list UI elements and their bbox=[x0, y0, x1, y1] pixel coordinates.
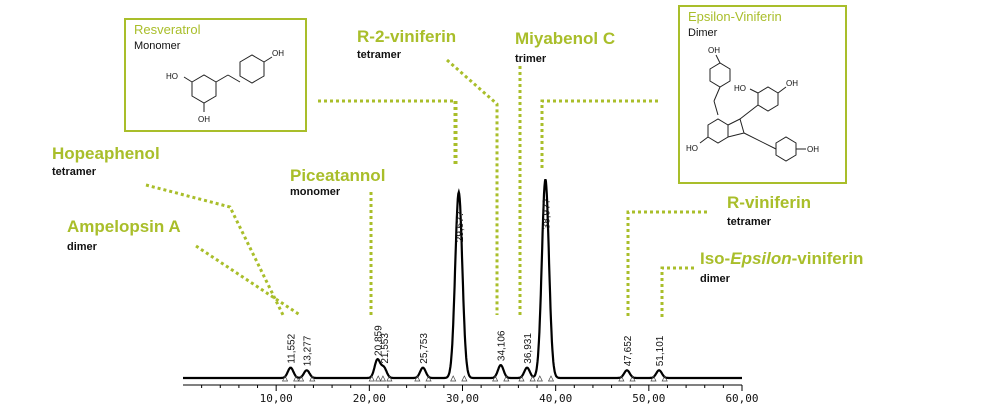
epsilon-italic: Epsilon bbox=[730, 249, 792, 268]
peak-label-3: 21,553 bbox=[380, 333, 391, 364]
peak-label-4: 25,753 bbox=[419, 333, 430, 364]
peak-8-marker-0 bbox=[536, 375, 543, 382]
chromatogram-trace bbox=[183, 179, 742, 380]
peak-6-marker-1 bbox=[503, 375, 510, 382]
peak-1-marker-0 bbox=[298, 375, 305, 382]
epsilon-viniferin-box-title: Epsilon-Viniferin bbox=[688, 9, 782, 24]
peak-label-0: 11,552 bbox=[287, 333, 298, 363]
epsilon-oh-3: OH bbox=[807, 145, 819, 154]
x-axis: 10,00 20,00 30,00 40,00 50,00 60,00 bbox=[183, 384, 759, 405]
type-piceatannol: monomer bbox=[290, 186, 341, 198]
type-hopeaphenol: tetramer bbox=[52, 166, 97, 178]
leader-hopeaphenol bbox=[145, 183, 285, 316]
trace-layer bbox=[183, 179, 742, 382]
peak-7-marker-1 bbox=[529, 375, 536, 382]
resveratrol-structure-box: Resveratrol Monomer OH HO OH bbox=[124, 18, 307, 132]
peak-label-7: 36,931 bbox=[523, 333, 534, 364]
x-tick-label-5: 60,00 bbox=[725, 392, 758, 405]
label-piceatannol: Piceatannol bbox=[290, 166, 386, 185]
peak-label-2: 20,859 bbox=[373, 325, 384, 356]
peak-4-marker-1 bbox=[425, 375, 432, 382]
peak-label-9: 47,652 bbox=[623, 335, 634, 366]
epsilon-viniferin-box-type: Dimer bbox=[688, 27, 718, 39]
epsilon-ho-2: HO bbox=[686, 144, 698, 153]
label-ampelopsin-a: Ampelopsin A bbox=[67, 217, 181, 236]
leader-lines bbox=[145, 58, 707, 320]
x-tick-label-2: 30,00 bbox=[446, 392, 479, 405]
type-r-viniferin: tetramer bbox=[727, 216, 772, 228]
leader-epsilon-viniferin bbox=[540, 99, 658, 170]
peak-9-marker-1 bbox=[629, 375, 636, 382]
peak-10-marker-1 bbox=[661, 375, 668, 382]
peak-1-marker-1 bbox=[309, 375, 316, 382]
label-r2-viniferin: R-2-viniferin bbox=[357, 27, 457, 46]
label-miyabenol-c: Miyabenol C bbox=[515, 29, 616, 48]
type-r2-viniferin: tetramer bbox=[357, 49, 402, 61]
epsilon-oh-2: OH bbox=[786, 79, 798, 88]
peak-5-marker-0 bbox=[450, 375, 457, 382]
label-hopeaphenol: Hopeaphenol bbox=[52, 144, 160, 163]
x-tick-label-3: 40,00 bbox=[539, 392, 572, 405]
iso-prefix: Iso- bbox=[700, 249, 731, 268]
type-iso-epsilon-viniferin: dimer bbox=[700, 273, 730, 285]
peak-3-marker-1 bbox=[386, 375, 393, 382]
resveratrol-ho: HO bbox=[166, 72, 178, 81]
resveratrol-box-title: Resveratrol bbox=[134, 22, 201, 37]
peak-0-marker-0 bbox=[281, 375, 289, 382]
epsilon-ho-1: HO bbox=[734, 84, 746, 93]
x-tick-label-4: 50,00 bbox=[632, 392, 665, 405]
peak-0-marker-1 bbox=[293, 375, 300, 382]
peak-label-1: 13,277 bbox=[303, 335, 314, 366]
peak-10-marker-0 bbox=[650, 375, 657, 382]
label-r-viniferin: R-viniferin bbox=[727, 193, 812, 212]
viniferin-suffix: -viniferin bbox=[791, 249, 864, 268]
leader-r2-viniferin bbox=[318, 99, 458, 165]
resveratrol-oh-1: OH bbox=[272, 49, 284, 58]
peak-7-marker-0 bbox=[518, 375, 525, 382]
leader-r-viniferin bbox=[626, 210, 707, 318]
peak-5-marker-1 bbox=[461, 375, 468, 382]
peak-2-marker-0 bbox=[368, 375, 375, 382]
epsilon-oh-1: OH bbox=[708, 46, 720, 55]
leader-miyabenol-a bbox=[446, 58, 499, 315]
peak-8-marker-1 bbox=[547, 375, 555, 382]
peak-3-marker-0 bbox=[375, 375, 382, 382]
resveratrol-oh-2: OH bbox=[198, 115, 210, 124]
epsilon-viniferin-structure-box: Epsilon-Viniferin Dimer OH HO OH HO OH bbox=[678, 5, 847, 184]
x-tick-label-0: 10,00 bbox=[260, 392, 293, 405]
epsilon-viniferin-structure-icon: OH HO OH HO OH bbox=[686, 46, 819, 162]
peak-2-marker-1 bbox=[379, 375, 386, 382]
peak-6-marker-0 bbox=[492, 375, 499, 382]
leader-ampelopsin-a bbox=[195, 244, 301, 317]
leader-iso-epsilon bbox=[660, 266, 694, 320]
peak-label-8: 38,9?? bbox=[541, 198, 552, 229]
x-tick-label-1: 20,00 bbox=[353, 392, 386, 405]
peak-4-marker-0 bbox=[414, 375, 421, 382]
peak-9-marker-0 bbox=[618, 375, 625, 382]
type-ampelopsin-a: dimer bbox=[67, 241, 97, 253]
type-miyabenol-c: trimer bbox=[515, 53, 547, 65]
peak-label-10: 51,101 bbox=[655, 335, 666, 366]
peak-label-5: 29,6?? bbox=[455, 211, 466, 242]
label-iso-epsilon-viniferin: Iso-Epsilon-viniferin bbox=[700, 249, 863, 269]
peak-label-6: 34,106 bbox=[497, 330, 508, 361]
resveratrol-structure-icon: OH HO OH bbox=[166, 49, 284, 124]
resveratrol-box-type: Monomer bbox=[134, 40, 181, 52]
